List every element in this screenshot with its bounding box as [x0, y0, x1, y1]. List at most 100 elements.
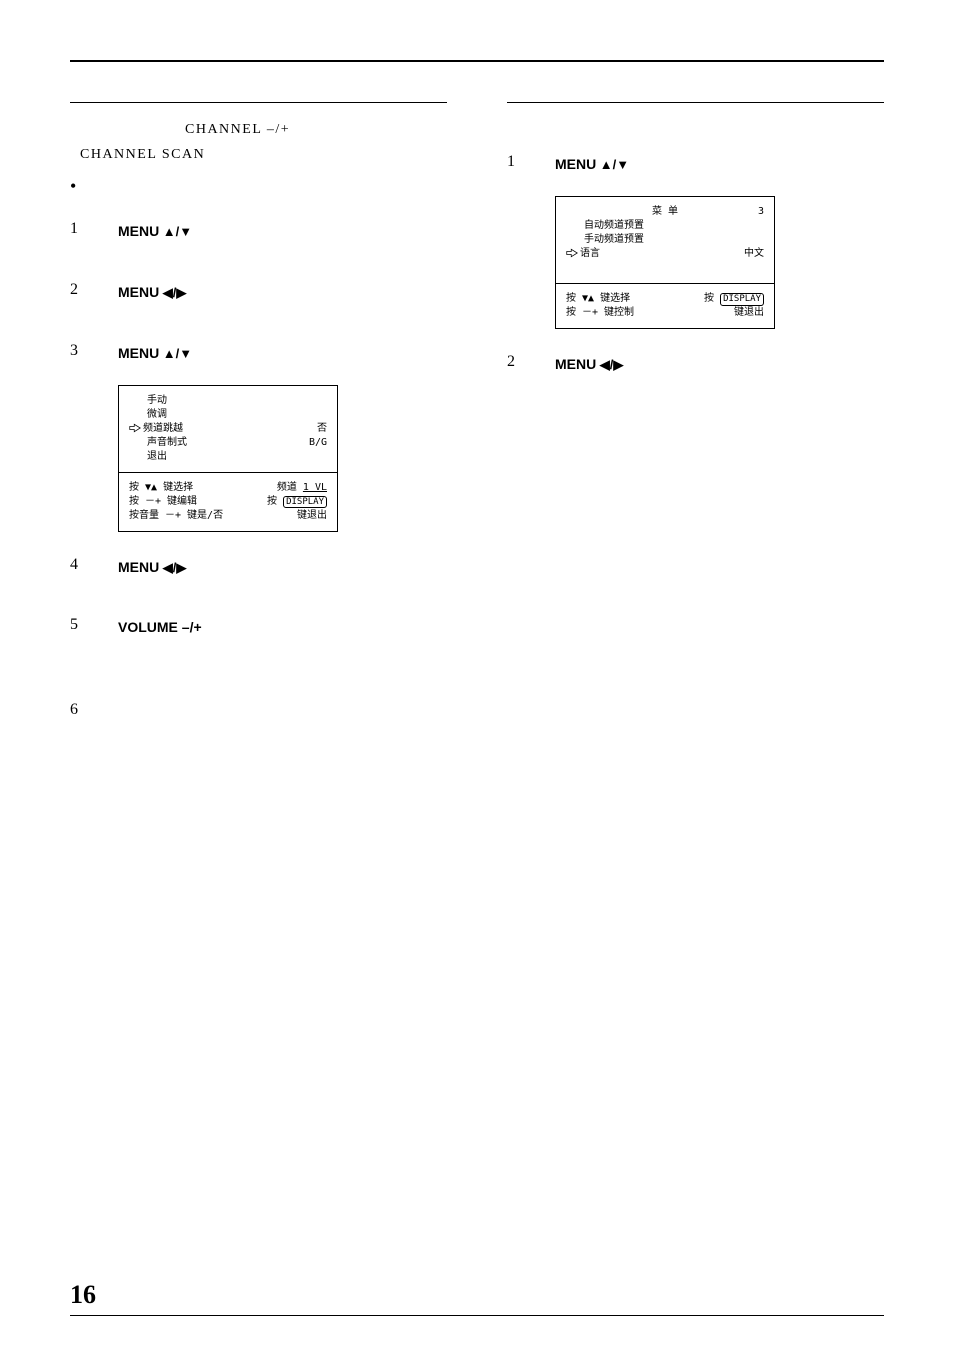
left-right-arrows-icon: ◀/▶ — [600, 357, 624, 372]
left-step-1: 1 MENU ▲/▼ — [70, 220, 447, 245]
osd-row: 退出 — [129, 450, 327, 464]
hand-pointer-icon — [566, 248, 578, 258]
intro-line2: CHANNEL SCAN — [70, 147, 205, 162]
left-right-arrows-icon: ◀/▶ — [163, 560, 187, 575]
intro-text: CHANNEL –/+ CHANNEL SCAN — [70, 117, 447, 167]
up-down-arrows-icon: ▲/▼ — [600, 157, 629, 172]
osd-hint-right: 键退出 — [734, 306, 764, 320]
menu-label: MENU — [555, 356, 596, 372]
left-step-5: 5 VOLUME –/+ — [70, 616, 447, 641]
step-number: 4 — [70, 556, 118, 574]
menu-label: MENU — [555, 156, 596, 172]
two-column-layout: CHANNEL –/+ CHANNEL SCAN • 1 MENU ▲/▼ 2 … — [70, 102, 884, 743]
right-column: 1 MENU ▲/▼ 0 菜 单 3 自动频道预置 手动频道预置语言 中文 按 ▼… — [507, 102, 884, 743]
osd-hint-row: 按 －+ 键控制 键退出 — [566, 306, 764, 320]
osd-top-section: 手动 微调频道跳越 否 声音制式 B/G 退出 — [119, 386, 337, 470]
osd-row: 声音制式 B/G — [129, 436, 327, 450]
menu-label: MENU — [118, 284, 159, 300]
bottom-rule — [70, 1315, 884, 1316]
osd-title-row: 0 菜 单 3 — [566, 205, 764, 219]
step-number: 3 — [70, 342, 118, 360]
right-step-2: 2 MENU ◀/▶ — [507, 353, 884, 378]
osd-row: 语言 中文 — [566, 247, 764, 261]
osd-hint-left: 按音量 －+ 键是/否 — [129, 509, 223, 523]
step-number: 6 — [70, 701, 118, 719]
osd-menu-right: 0 菜 单 3 自动频道预置 手动频道预置语言 中文 按 ▼▲ 键选择 按 DISP… — [555, 196, 775, 329]
osd-hint-right: 频道 1 VL — [277, 481, 327, 495]
osd-hint-left: 按 ▼▲ 键选择 — [129, 481, 193, 495]
osd-row-label: 手动 — [129, 394, 167, 408]
osd-row-label: 声音制式 — [129, 436, 187, 450]
step-number: 5 — [70, 616, 118, 634]
display-key-box: DISPLAY — [720, 293, 764, 306]
step-body: MENU ◀/▶ — [118, 281, 447, 306]
right-step-1: 1 MENU ▲/▼ — [507, 153, 884, 178]
step-number: 2 — [507, 353, 555, 371]
osd-hint-right: 按 DISPLAY — [704, 292, 764, 306]
osd-menu-left: 手动 微调频道跳越否 声音制式B/G 退出 按 ▼▲ 键选择频道 1 VL按 －… — [118, 385, 338, 532]
up-down-arrows-icon: ▲/▼ — [163, 224, 192, 239]
step-body: VOLUME –/+ — [118, 616, 447, 641]
osd-row: 微调 — [129, 408, 327, 422]
display-key-box: DISPLAY — [283, 496, 327, 509]
hand-pointer-icon — [129, 423, 141, 433]
osd-row-label: 自动频道预置 — [566, 219, 644, 233]
top-horizontal-rule — [70, 60, 884, 62]
step-number: 2 — [70, 281, 118, 299]
osd-hint-left: 按 ▼▲ 键选择 — [566, 292, 630, 306]
intro-line1: CHANNEL –/+ — [70, 122, 290, 137]
step-number: 1 — [70, 220, 118, 238]
osd-divider — [119, 472, 337, 473]
menu-label: MENU — [118, 559, 159, 575]
osd-hint-row: 按音量 －+ 键是/否 键退出 — [129, 509, 327, 523]
osd-bottom-section: 按 ▼▲ 键选择 按 DISPLAY 按 －+ 键控制 键退出 — [556, 286, 774, 328]
right-section-rule — [507, 102, 884, 103]
osd-hint-right: 按 DISPLAY — [267, 495, 327, 509]
step-body: MENU ▲/▼ — [118, 220, 447, 245]
step-body: MENU ◀/▶ — [118, 556, 447, 581]
osd-divider — [556, 283, 774, 284]
left-step-2: 2 MENU ◀/▶ — [70, 281, 447, 306]
osd-row: 自动频道预置 — [566, 219, 764, 233]
osd-row: 手动 — [129, 394, 327, 408]
osd-bottom-section: 按 ▼▲ 键选择频道 1 VL按 －+ 键编辑按 DISPLAY按音量 －+ 键… — [119, 475, 337, 531]
osd-hint-row: 按 －+ 键编辑 按 DISPLAY — [129, 495, 327, 509]
left-step-4: 4 MENU ◀/▶ — [70, 556, 447, 581]
channel-value: 1 VL — [303, 482, 327, 493]
step-body: MENU ▲/▼ — [118, 342, 447, 367]
osd-row: 手动频道预置 — [566, 233, 764, 247]
osd-row-label: 语言 — [566, 247, 600, 261]
osd-hint-right: 键退出 — [297, 509, 327, 523]
left-section-rule — [70, 102, 447, 103]
osd-hint-left: 按 －+ 键编辑 — [129, 495, 197, 509]
osd-hint-row: 按 ▼▲ 键选择 按 DISPLAY — [566, 292, 764, 306]
osd-row-label: 手动频道预置 — [566, 233, 644, 247]
osd-row-label: 频道跳越 — [129, 422, 183, 436]
osd-top-section: 0 菜 单 3 自动频道预置 手动频道预置语言 中文 — [556, 197, 774, 267]
osd-hint-left: 按 －+ 键控制 — [566, 306, 634, 320]
bullet-dot-icon: • — [70, 177, 76, 198]
up-down-arrows-icon: ▲/▼ — [163, 346, 192, 361]
left-step-3: 3 MENU ▲/▼ — [70, 342, 447, 367]
bullet-text — [84, 177, 87, 198]
osd-row-value: 否 — [317, 422, 327, 436]
bullet-note: • — [70, 177, 447, 198]
menu-label: MENU — [118, 223, 159, 239]
menu-label: MENU — [118, 345, 159, 361]
step-body: MENU ◀/▶ — [555, 353, 884, 378]
osd-row-label: 微调 — [129, 408, 167, 422]
step-body — [118, 701, 447, 725]
page-number: 16 — [70, 1280, 96, 1310]
volume-label: VOLUME –/+ — [118, 619, 202, 635]
osd-title-center: 菜 单 — [652, 205, 678, 219]
osd-title-right: 3 — [758, 205, 764, 219]
osd-row: 频道跳越 否 — [129, 422, 327, 436]
step-number: 1 — [507, 153, 555, 171]
left-right-arrows-icon: ◀/▶ — [163, 285, 187, 300]
osd-row-value: B/G — [309, 436, 327, 450]
left-column: CHANNEL –/+ CHANNEL SCAN • 1 MENU ▲/▼ 2 … — [70, 102, 447, 743]
osd-hint-row: 按 ▼▲ 键选择 频道 1 VL — [129, 481, 327, 495]
osd-row-value: 中文 — [744, 247, 764, 261]
osd-row-label: 退出 — [129, 450, 167, 464]
left-step-6: 6 — [70, 701, 447, 725]
